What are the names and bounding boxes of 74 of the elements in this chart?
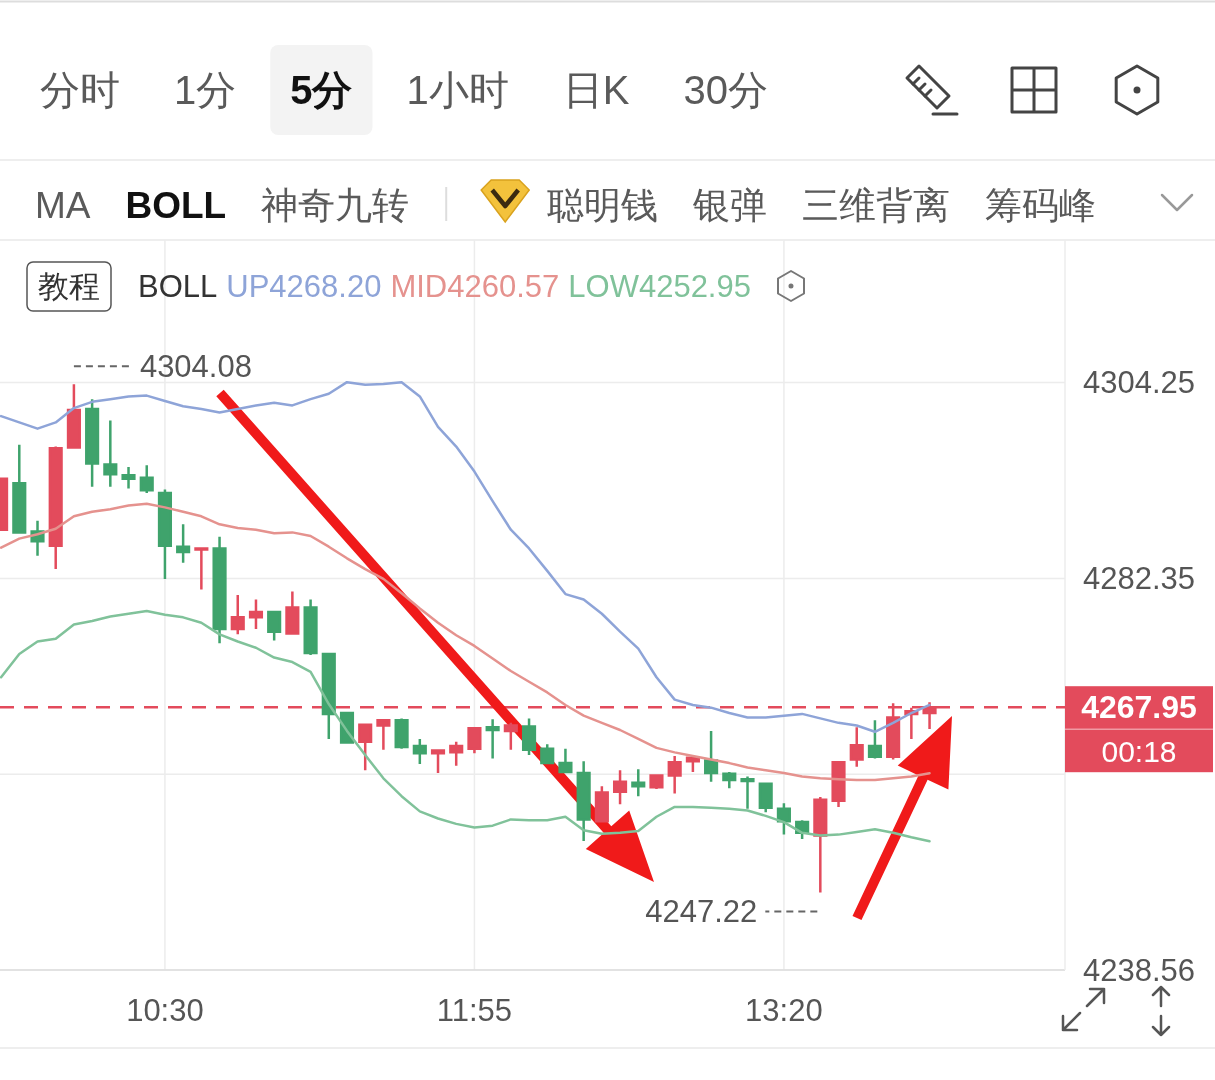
candlestick bbox=[321, 652, 336, 741]
candlestick bbox=[758, 782, 773, 814]
line-series bbox=[0, 502, 931, 782]
annotation: 4247.22 bbox=[645, 894, 758, 930]
candlestick bbox=[212, 535, 227, 645]
candlestick bbox=[376, 718, 391, 751]
text: 日K bbox=[562, 68, 630, 112]
candlestick bbox=[121, 465, 136, 490]
legend: BOLL UP4268.20 MID4260.57 LOW4252.95 bbox=[138, 268, 751, 304]
annotation: 教程 bbox=[38, 268, 100, 304]
candlestick bbox=[157, 488, 173, 581]
text: 银弹 bbox=[692, 184, 768, 226]
line-series bbox=[0, 609, 931, 843]
countdown: 00:18 bbox=[1064, 728, 1214, 773]
candlestick bbox=[176, 523, 191, 565]
x-tick-label: 11:55 bbox=[436, 992, 513, 1028]
candlestick bbox=[412, 737, 427, 766]
candlestick bbox=[722, 770, 737, 790]
candlestick bbox=[594, 785, 609, 823]
candlestick bbox=[831, 760, 846, 809]
candlestick bbox=[267, 610, 282, 642]
candlestick bbox=[521, 717, 537, 757]
annotation: 4267.95 bbox=[1081, 689, 1197, 726]
candlestick bbox=[139, 464, 154, 495]
candlestick bbox=[430, 748, 446, 775]
text: 1小时 bbox=[406, 68, 509, 112]
candlestick bbox=[776, 802, 791, 836]
candlestick bbox=[285, 590, 300, 635]
y-tick-label: 4238.56 bbox=[1082, 952, 1195, 988]
text: 神奇九转 bbox=[261, 184, 410, 226]
candlestick bbox=[704, 729, 719, 784]
candlestick bbox=[558, 747, 573, 774]
candlestick bbox=[194, 547, 209, 591]
candlestick bbox=[576, 760, 591, 843]
candlestick bbox=[449, 740, 464, 768]
candlestick bbox=[467, 726, 482, 755]
candlestick bbox=[631, 768, 646, 798]
candlestick bbox=[230, 593, 245, 636]
candlestick bbox=[503, 721, 518, 751]
text: 1分 bbox=[174, 68, 237, 112]
candlestick bbox=[48, 445, 63, 571]
candlestick bbox=[485, 718, 500, 760]
text: BOLL bbox=[125, 184, 227, 226]
text: 5分 bbox=[290, 68, 353, 112]
candlestick bbox=[85, 397, 100, 489]
candlestick bbox=[667, 754, 682, 795]
candlestick bbox=[248, 598, 264, 631]
y-tick-label: 4282.35 bbox=[1082, 560, 1195, 596]
text: 聪明钱 bbox=[547, 184, 659, 226]
candlestick bbox=[66, 382, 81, 449]
candlestick bbox=[649, 773, 664, 791]
candlestick bbox=[303, 598, 318, 657]
text: 三维背离 bbox=[802, 184, 951, 226]
x-tick-label: 13:20 bbox=[745, 992, 823, 1028]
candlestick bbox=[612, 768, 628, 806]
annotation: 4304.08 bbox=[139, 348, 252, 384]
price-tag: 4267.95 bbox=[1065, 686, 1213, 730]
text: 筹码峰 bbox=[985, 184, 1097, 226]
candlestick bbox=[358, 722, 373, 772]
text: 分时 bbox=[40, 68, 120, 112]
candlestick bbox=[813, 795, 828, 894]
candlestick bbox=[849, 726, 864, 768]
text: 30分 bbox=[683, 68, 768, 112]
y-tick-label: 4304.25 bbox=[1082, 365, 1195, 401]
candlestick bbox=[685, 753, 700, 774]
line-series bbox=[0, 380, 931, 734]
text: MA bbox=[35, 184, 91, 226]
x-tick-label: 10:30 bbox=[126, 992, 204, 1028]
candlestick bbox=[740, 775, 755, 810]
candlestick bbox=[394, 717, 409, 751]
candlestick bbox=[867, 718, 883, 760]
candlestick bbox=[540, 743, 555, 765]
candlestick bbox=[103, 419, 118, 489]
candlestick bbox=[12, 443, 27, 534]
